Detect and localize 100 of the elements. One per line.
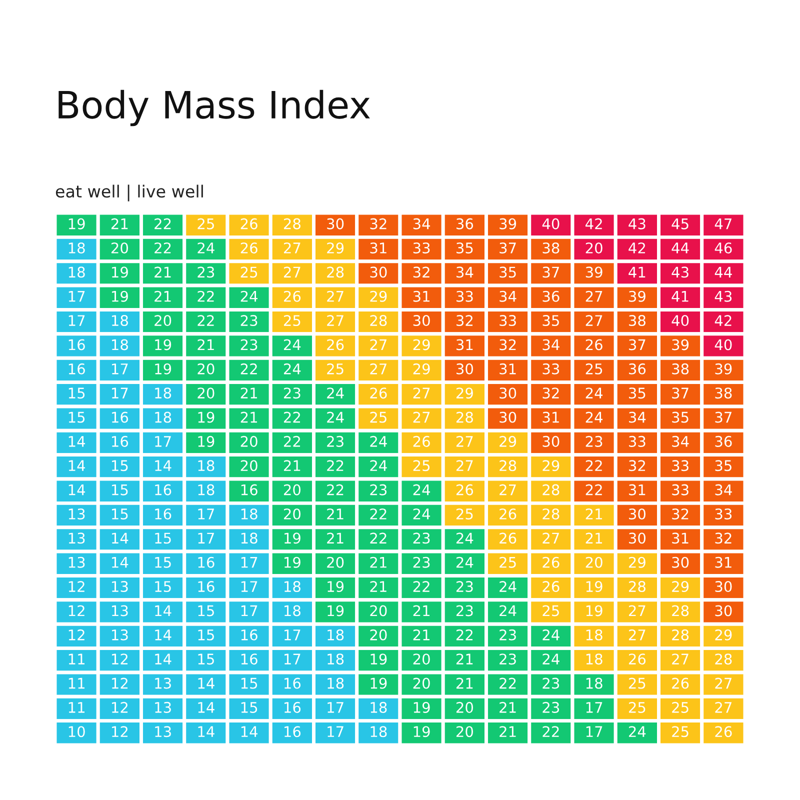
- data-label: 12: [68, 629, 84, 640]
- data-label: 28: [672, 629, 689, 640]
- data-label: 28: [628, 581, 646, 592]
- data-label: 21: [111, 218, 128, 230]
- data-label: 23: [284, 388, 300, 399]
- data-label: 21: [198, 339, 214, 350]
- data-label: 14: [68, 436, 86, 447]
- data-label: 37: [629, 339, 646, 350]
- data-label: 24: [586, 388, 603, 398]
- data-label: 24: [628, 726, 646, 737]
- data-label: 34: [715, 484, 732, 496]
- data-label: 17: [198, 532, 214, 544]
- data-label: 26: [240, 242, 258, 254]
- data-label: 26: [715, 726, 732, 738]
- data-label: 16: [68, 339, 85, 350]
- data-label: 27: [456, 436, 473, 447]
- data-label: 20: [370, 629, 387, 640]
- data-label: 32: [629, 460, 646, 472]
- data-label: 24: [284, 339, 301, 350]
- data-label: 25: [672, 726, 688, 738]
- data-label: 20: [198, 388, 214, 399]
- data-label: 30: [542, 436, 560, 447]
- data-label: 27: [327, 290, 344, 302]
- data-label: 24: [284, 363, 301, 374]
- data-label: 17: [112, 388, 128, 398]
- data-label: 28: [370, 315, 387, 326]
- data-label: 12: [112, 726, 128, 737]
- data-label: 19: [370, 678, 387, 689]
- data-label: 16: [68, 363, 85, 374]
- data-label: 17: [328, 702, 344, 713]
- data-label: 23: [456, 581, 473, 592]
- data-label: 19: [155, 339, 172, 350]
- data-label: 35: [715, 460, 732, 472]
- data-label: 31: [542, 412, 559, 423]
- data-label: 18: [68, 242, 85, 254]
- data-label: 30: [413, 315, 430, 326]
- data-label: 13: [68, 508, 85, 520]
- data-label: 27: [284, 242, 300, 254]
- data-label: 30: [629, 508, 646, 520]
- data-label: 19: [328, 605, 344, 616]
- data-label: 24: [198, 242, 214, 254]
- data-label: 14: [112, 532, 128, 544]
- data-label: 23: [198, 266, 214, 278]
- data-label: 21: [240, 412, 257, 423]
- data-label: 13: [112, 581, 128, 592]
- data-label: 32: [370, 218, 386, 230]
- data-label: 11: [68, 678, 84, 689]
- data-label: 37: [715, 412, 732, 423]
- data-label: 35: [542, 315, 559, 326]
- data-label: 22: [198, 290, 214, 302]
- data-label: 27: [715, 702, 732, 713]
- data-label: 25: [370, 412, 386, 423]
- data-label: 34: [629, 412, 646, 423]
- data-label: 21: [456, 654, 473, 664]
- data-label: 21: [284, 460, 300, 471]
- data-label: 18: [68, 266, 85, 278]
- data-label: 22: [327, 460, 344, 471]
- data-label: 16: [198, 556, 214, 568]
- data-label: 38: [542, 242, 560, 254]
- data-label: 17: [155, 436, 171, 447]
- data-label: 21: [456, 678, 473, 689]
- data-label: 23: [456, 605, 473, 616]
- data-label: 21: [586, 532, 602, 544]
- data-label: 31: [456, 339, 473, 350]
- data-label: 23: [500, 629, 516, 640]
- data-label: 17: [586, 702, 602, 713]
- data-label: 25: [240, 266, 258, 278]
- data-label: 28: [327, 266, 344, 278]
- data-label: 18: [241, 508, 258, 520]
- data-label: 12: [112, 678, 128, 689]
- data-label: 18: [198, 484, 214, 496]
- data-label: 14: [155, 605, 172, 616]
- data-label: 29: [628, 556, 646, 568]
- data-label: 24: [456, 556, 474, 568]
- data-label: 13: [155, 678, 171, 689]
- data-label: 30: [456, 363, 473, 374]
- data-label: 29: [413, 363, 430, 374]
- data-label: 11: [68, 702, 84, 713]
- data-label: 38: [715, 388, 732, 399]
- data-label: 16: [198, 581, 214, 592]
- data-label: 14: [241, 726, 258, 737]
- data-label: 22: [586, 460, 602, 471]
- data-label: 20: [456, 702, 473, 713]
- data-label: 26: [370, 388, 387, 399]
- data-label: 22: [198, 315, 214, 326]
- data-label: 21: [500, 702, 516, 713]
- data-label: 25: [500, 556, 516, 568]
- data-label: 46: [714, 242, 732, 254]
- data-label: 26: [456, 484, 474, 496]
- data-label: 18: [586, 678, 602, 689]
- data-label: 31: [629, 484, 646, 496]
- data-label: 35: [672, 412, 688, 423]
- data-label: 30: [629, 532, 646, 544]
- data-label: 23: [413, 532, 430, 544]
- data-label: 30: [500, 412, 516, 423]
- data-label: 20: [413, 678, 430, 689]
- data-label: 29: [327, 242, 344, 254]
- data-label: 22: [542, 726, 559, 737]
- data-label: 32: [715, 532, 732, 544]
- data-label: 21: [370, 581, 386, 592]
